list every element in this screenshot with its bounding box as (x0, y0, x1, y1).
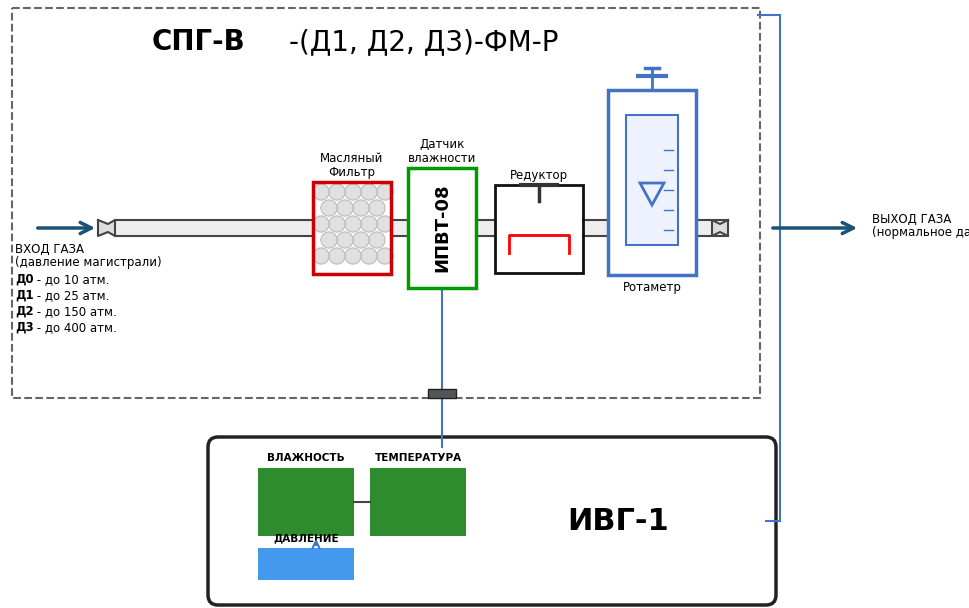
FancyBboxPatch shape (12, 8, 760, 398)
Circle shape (360, 248, 377, 264)
Circle shape (328, 184, 345, 200)
Bar (313, 182, 391, 274)
Text: Редуктор: Редуктор (510, 169, 568, 182)
Text: СПГ-В: СПГ-В (152, 28, 245, 56)
Bar (369, 468, 465, 536)
Circle shape (321, 200, 336, 216)
Circle shape (377, 184, 392, 200)
Text: Ротаметр: Ротаметр (622, 281, 681, 294)
Text: ВЛАЖНОСТЬ: ВЛАЖНОСТЬ (266, 453, 344, 463)
Text: (давление магистрали): (давление магистрали) (15, 256, 162, 269)
Circle shape (353, 200, 368, 216)
Circle shape (360, 184, 377, 200)
Text: ВЫХОД ГАЗА: ВЫХОД ГАЗА (871, 213, 951, 226)
Circle shape (345, 248, 360, 264)
Text: - до 25 атм.: - до 25 атм. (33, 289, 109, 302)
Circle shape (345, 216, 360, 232)
Circle shape (360, 216, 377, 232)
Text: - до 10 атм.: - до 10 атм. (33, 273, 109, 286)
Text: Д2: Д2 (15, 305, 34, 318)
Text: ТЕМПЕРАТУРА: ТЕМПЕРАТУРА (374, 453, 461, 463)
Circle shape (377, 248, 392, 264)
Circle shape (328, 248, 345, 264)
Circle shape (353, 232, 368, 248)
Text: влажности: влажности (407, 152, 476, 165)
Bar (494, 185, 582, 273)
Text: Масляный: Масляный (320, 152, 384, 165)
Text: ИПВТ-08: ИПВТ-08 (432, 184, 451, 272)
Circle shape (377, 216, 392, 232)
Text: (нормальное давление ): (нормальное давление ) (871, 226, 969, 239)
Circle shape (368, 232, 385, 248)
Text: - до 400 атм.: - до 400 атм. (33, 321, 116, 334)
Circle shape (336, 232, 353, 248)
Circle shape (336, 200, 353, 216)
Circle shape (328, 216, 345, 232)
Text: Д3: Д3 (15, 321, 34, 334)
Circle shape (321, 232, 336, 248)
Circle shape (368, 200, 385, 216)
Bar (427, 389, 455, 398)
Circle shape (313, 184, 328, 200)
Text: ИВГ-1: ИВГ-1 (567, 506, 669, 536)
Text: ДАВЛЕНИЕ: ДАВЛЕНИЕ (273, 533, 338, 543)
Polygon shape (98, 220, 115, 236)
Text: Д1: Д1 (15, 289, 34, 302)
Text: ВХОД ГАЗА: ВХОД ГАЗА (15, 243, 84, 256)
Text: Д0: Д0 (15, 273, 34, 286)
Bar (258, 468, 354, 536)
Circle shape (345, 184, 360, 200)
Text: -(Д1, Д2, Д3)-ФМ-Р: -(Д1, Д2, Д3)-ФМ-Р (289, 28, 558, 56)
Bar (608, 90, 696, 275)
Circle shape (313, 248, 328, 264)
FancyBboxPatch shape (207, 437, 775, 605)
Bar (625, 115, 677, 245)
Text: Датчик: Датчик (419, 138, 464, 151)
Text: - до 150 атм.: - до 150 атм. (33, 305, 116, 318)
Polygon shape (711, 220, 728, 236)
Bar (408, 168, 476, 288)
Bar (258, 548, 354, 580)
Text: Фильтр: Фильтр (328, 166, 375, 179)
Circle shape (313, 216, 328, 232)
